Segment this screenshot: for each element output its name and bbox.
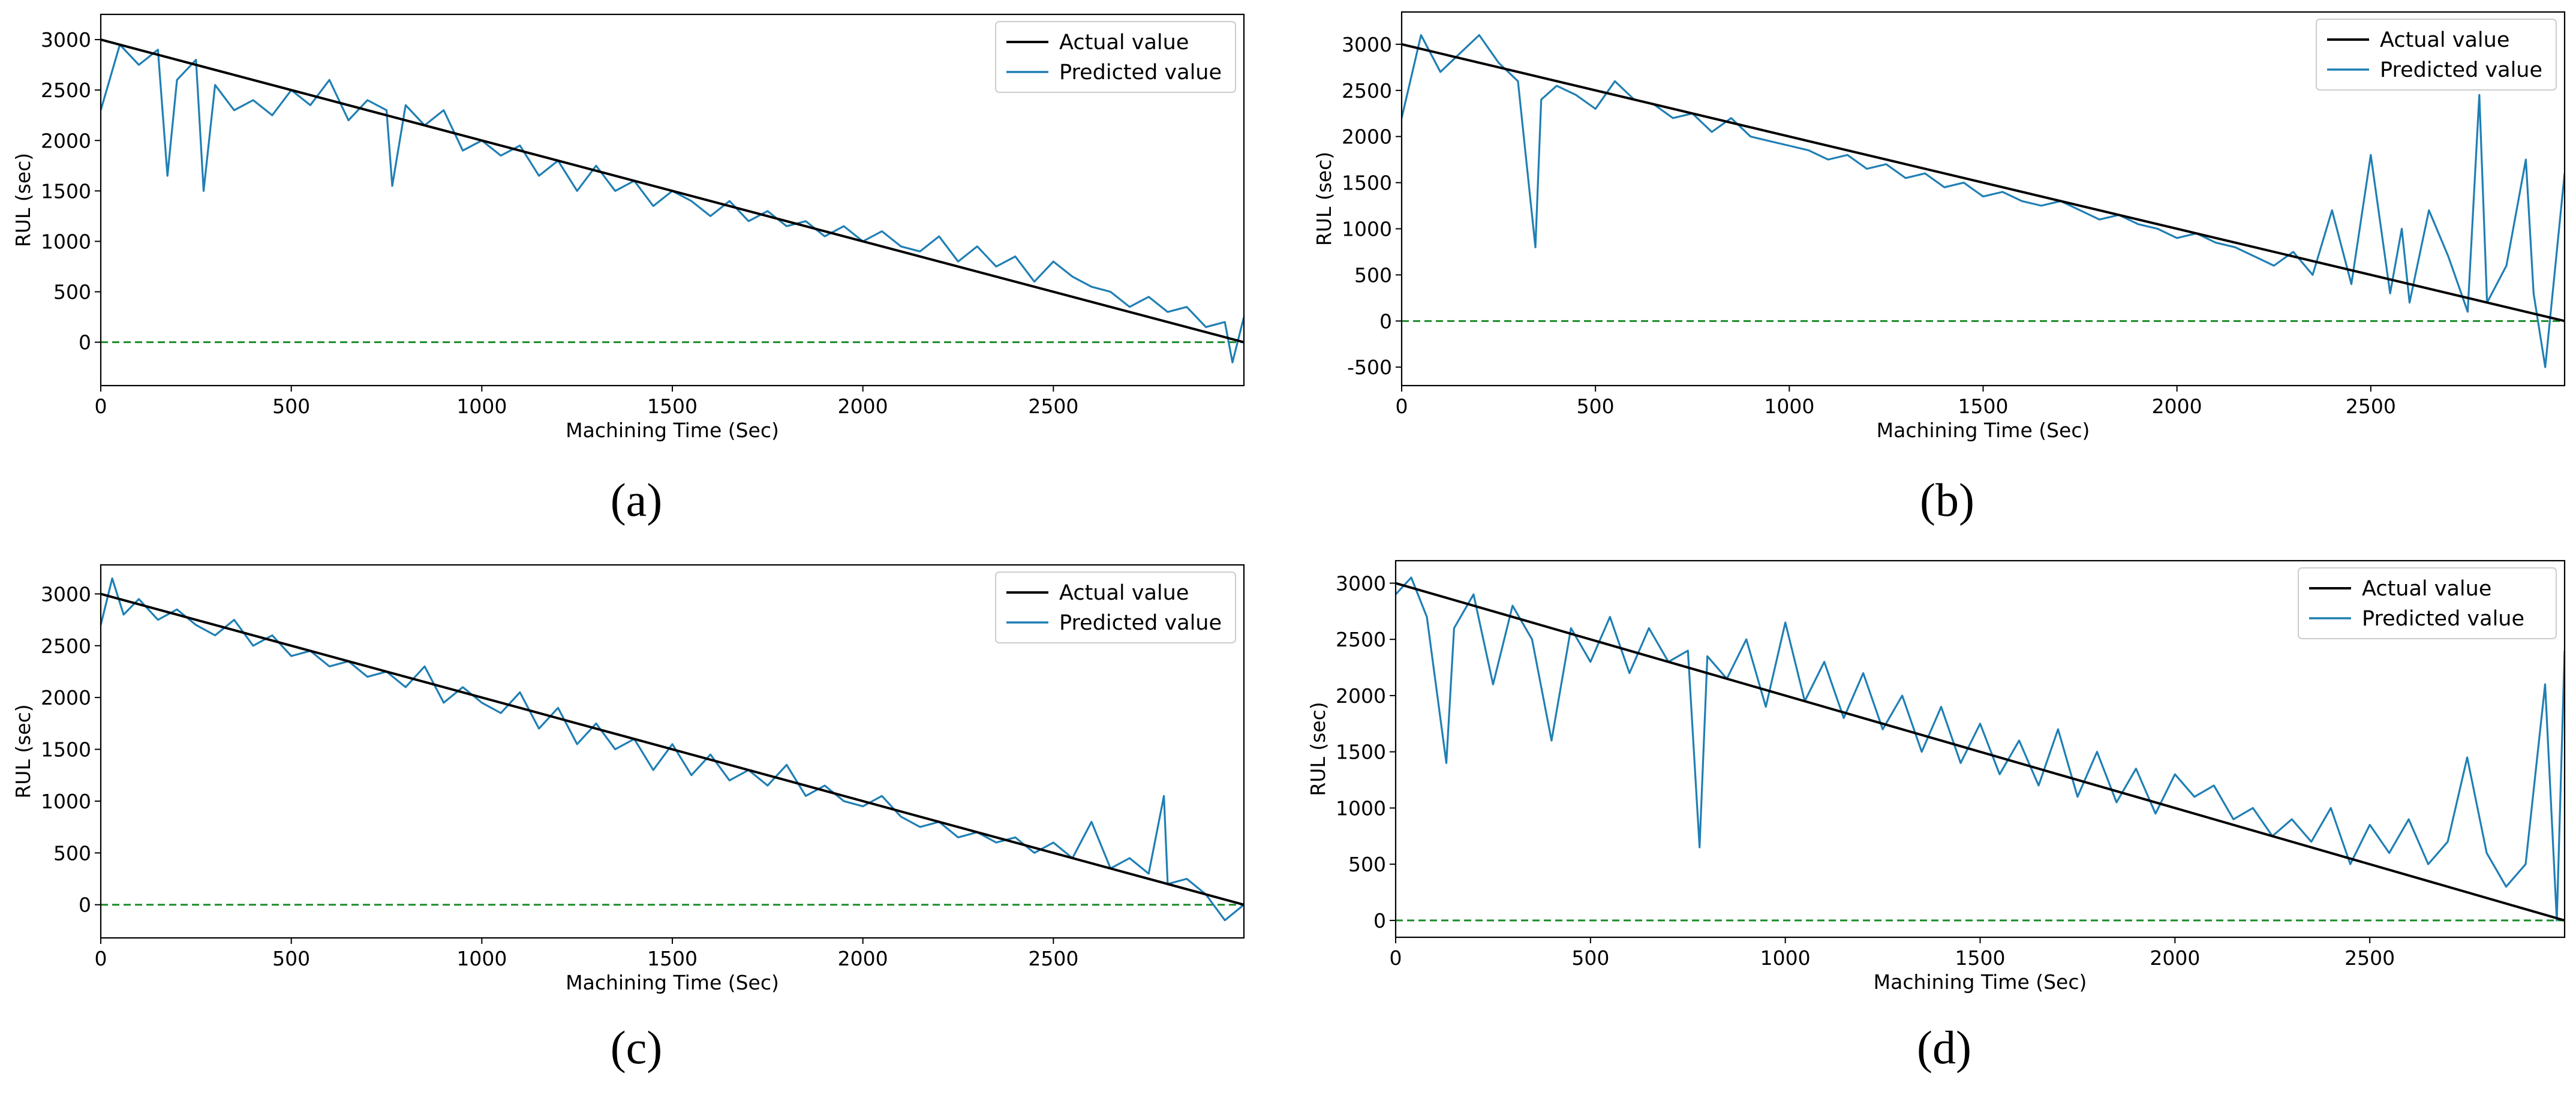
y-axis-label: RUL (sec): [1312, 152, 1336, 246]
y-tick-label: 1000: [1342, 217, 1392, 240]
y-tick-label: 1500: [41, 738, 91, 762]
series-line-actual: [1396, 582, 2565, 922]
legend-item-predicted-label: Predicted value: [1059, 611, 1222, 635]
y-tick-label: 1000: [41, 790, 91, 813]
chart-panel-c: 0 500 1000 1500 2000 2500 0 500 1000 1500 2000 2500…: [0, 548, 1288, 1095]
y-axis-label: RUL (sec): [11, 704, 35, 798]
y-tick-label: 1000: [1336, 796, 1386, 820]
chart-svg: 0 500 1000 1500 2000 2500 0 500 1000 1500 2000 2500…: [11, 564, 1245, 1073]
y-tick-label: 1000: [41, 230, 91, 253]
series-line-predicted: [101, 43, 1244, 363]
x-tick-label: 2000: [2150, 946, 2200, 970]
legend: Actual value Predicted value: [995, 21, 1236, 93]
x-tick-label: 2500: [1028, 395, 1078, 418]
x-tick-label: 1000: [1764, 395, 1814, 418]
x-axis-label: Machining Time (Sec): [1877, 419, 2090, 442]
y-tick-label: 3000: [1342, 33, 1392, 56]
y-axis-label: RUL (sec): [1306, 702, 1330, 796]
chart-svg: 0 500 1000 1500 2000 2500 0 500 1000 1500 2000 2500…: [1306, 559, 2566, 1073]
y-tick-label: 3000: [41, 28, 91, 52]
y-tick-label: 2000: [41, 129, 91, 152]
x-tick-label: 2500: [1028, 947, 1078, 970]
y-tick-label: 0: [1373, 909, 1386, 932]
series-line-actual: [101, 38, 1244, 344]
y-tick-label: 3000: [1336, 571, 1386, 595]
x-tick-label: 1000: [456, 395, 507, 418]
x-tick-label: 0: [95, 395, 107, 418]
legend-item-actual-label: Actual value: [1059, 581, 1189, 605]
y-tick-label: 1500: [1342, 172, 1392, 195]
y-tick-label: 3000: [41, 582, 91, 606]
panel-caption: (a): [611, 474, 663, 526]
y-tick-label: 500: [53, 281, 91, 304]
x-tick-label: 2500: [2346, 395, 2396, 418]
x-tick-label: 0: [95, 947, 107, 970]
x-tick-label: 0: [1396, 395, 1408, 418]
x-axis-label: Machining Time (Sec): [566, 419, 779, 442]
x-tick-label: 1500: [647, 395, 698, 418]
legend-item-actual-label: Actual value: [2380, 28, 2509, 52]
y-tick-label: 500: [53, 841, 91, 865]
x-tick-label: 500: [272, 947, 310, 970]
x-tick-label: 1500: [647, 947, 698, 970]
y-tick-label: 1500: [1336, 741, 1386, 764]
legend-item-predicted-label: Predicted value: [2362, 607, 2524, 631]
x-tick-label: 500: [1577, 395, 1615, 418]
series-line-actual: [1402, 43, 2565, 323]
x-tick-label: 1000: [456, 947, 507, 970]
x-tick-label: 2000: [838, 395, 888, 418]
y-tick-label: 2500: [1336, 628, 1386, 651]
x-tick-label: 1500: [1955, 946, 2006, 970]
legend-item-predicted-label: Predicted value: [1059, 61, 1222, 85]
x-axis-label: Machining Time (Sec): [1874, 970, 2087, 994]
legend: Actual value Predicted value: [2316, 19, 2557, 91]
x-tick-label: 500: [1571, 946, 1609, 970]
legend-item-predicted-label: Predicted value: [2380, 58, 2542, 82]
legend-item-actual-label: Actual value: [2362, 577, 2491, 601]
panel-caption: (b): [1920, 474, 1974, 526]
y-tick-label: 2500: [41, 79, 91, 102]
series-line-actual: [101, 592, 1244, 906]
y-axis-label: RUL (sec): [11, 153, 35, 247]
chart-svg: 0 500 1000 1500 2000 2500-5000500100015002000…: [1312, 11, 2566, 526]
y-tick-label: -500: [1347, 356, 1392, 379]
y-tick-label: 2000: [41, 686, 91, 709]
chart-panel-a: 0 500 1000 1500 2000 2500 0 500 1000 1500 2000 2500…: [0, 0, 1288, 548]
legend: Actual value Predicted value: [2298, 567, 2557, 639]
panel-caption: (d): [1917, 1021, 1971, 1073]
y-tick-label: 2500: [41, 634, 91, 658]
chart-svg: 0 500 1000 1500 2000 2500 0 500 1000 1500 2000 2500…: [11, 13, 1245, 526]
series-line-predicted: [1396, 576, 2565, 922]
x-tick-label: 2000: [2152, 395, 2202, 418]
y-tick-label: 0: [79, 331, 91, 354]
chart-panel-b: 0 500 1000 1500 2000 2500 -500 0 500 1000 1500 2000…: [1288, 0, 2575, 548]
x-axis-label: Machining Time (Sec): [566, 971, 779, 994]
y-tick-label: 1500: [41, 179, 91, 203]
x-tick-label: 0: [1390, 946, 1402, 970]
x-tick-label: 2500: [2344, 946, 2395, 970]
y-tick-label: 500: [1354, 263, 1392, 287]
y-tick-label: 0: [1379, 309, 1392, 333]
y-tick-label: 500: [1348, 853, 1386, 876]
x-tick-label: 1500: [1958, 395, 2009, 418]
y-tick-label: 0: [79, 894, 91, 917]
chart-panel-d: 0 500 1000 1500 2000 2500 0 500 1000 1500 2000 2500…: [1288, 548, 2575, 1095]
legend-item-actual-label: Actual value: [1059, 31, 1189, 55]
legend: Actual value Predicted value: [995, 571, 1236, 643]
x-tick-label: 500: [272, 395, 310, 418]
y-tick-label: 2500: [1342, 79, 1392, 103]
series-line-predicted: [1402, 34, 2565, 368]
y-tick-label: 2000: [1342, 125, 1392, 149]
x-tick-label: 2000: [838, 947, 888, 970]
x-tick-label: 1000: [1760, 946, 1811, 970]
panel-caption: (c): [611, 1021, 663, 1073]
y-tick-label: 2000: [1336, 684, 1386, 708]
